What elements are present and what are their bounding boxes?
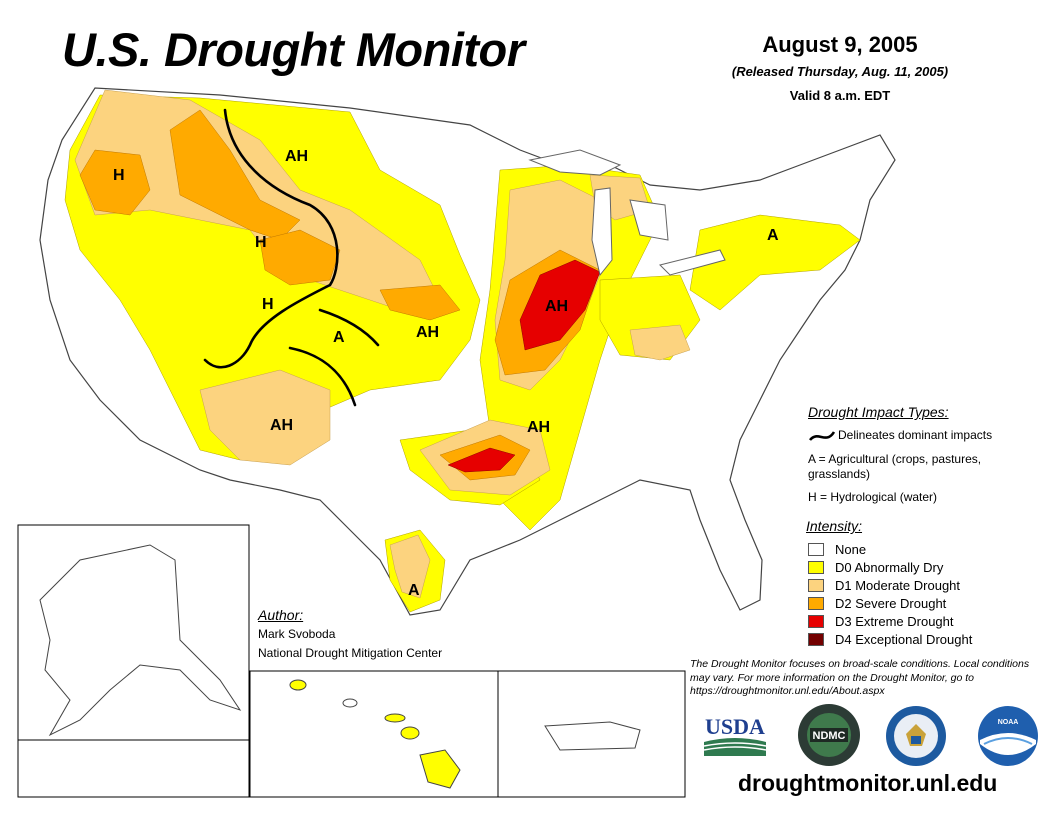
map-title: U.S. Drought Monitor — [62, 23, 525, 76]
intensity-swatch — [808, 560, 824, 574]
ndmc-logo-text: NDMC — [813, 730, 846, 742]
agricultural-label: A = Agricultural (crops, pastures, grass… — [808, 452, 982, 481]
d1-ohio — [629, 324, 691, 361]
lake-michigan — [591, 187, 613, 277]
d1-texas — [389, 534, 431, 599]
intensity-swatch — [808, 596, 824, 610]
author-org: National Drought Mitigation Center — [258, 646, 443, 660]
usda-logo: USDA — [702, 712, 768, 763]
hawaii-island-molokai — [384, 713, 406, 723]
intensity-heading: Intensity: — [806, 518, 863, 534]
hawaii-island-big — [419, 749, 461, 789]
lake-superior — [528, 149, 622, 176]
d2-idaho-montana — [169, 109, 301, 241]
d3-oklahoma-arkansas — [447, 447, 516, 473]
delineates-label: Delineates dominant impacts — [838, 428, 993, 442]
d1-southwest — [199, 369, 331, 466]
d3-illinois — [519, 259, 601, 351]
puerto-rico-shape — [544, 721, 641, 751]
impact-label-arkansas: AH — [527, 419, 550, 436]
puerto-rico-inset — [497, 670, 686, 798]
hawaii-island-kauai — [289, 679, 307, 691]
map-date: August 9, 2005 — [762, 32, 918, 57]
impact-label-texas: A — [408, 582, 420, 599]
legend-line-sample — [808, 431, 836, 441]
impact-label-northeast: A — [767, 227, 779, 244]
d0-northeast — [689, 214, 861, 311]
intensity-swatch — [808, 578, 824, 592]
site-url[interactable]: droughtmonitor.unl.edu — [738, 770, 998, 796]
intensity-swatch — [808, 542, 824, 556]
hawaii-island-maui — [400, 726, 420, 740]
intensity-row: None — [808, 541, 866, 557]
alaska-shape — [39, 544, 242, 737]
intensity-label: D0 Abnormally Dry — [835, 559, 944, 575]
intensity-swatch — [808, 632, 824, 646]
impact-label-colorado: A — [333, 329, 345, 346]
impact-types-heading: Drought Impact Types: — [808, 404, 949, 420]
intensity-label: D2 Severe Drought — [835, 595, 947, 611]
ndmc-logo: NDMC — [796, 702, 862, 773]
intensity-row: D4 Exceptional Drought — [808, 631, 972, 647]
impact-label-arizona: AH — [270, 417, 293, 434]
d2-wyoming — [259, 229, 341, 286]
lake-huron — [629, 199, 669, 241]
lake-erie — [659, 249, 726, 276]
impact-line-west — [203, 108, 339, 369]
intensity-row: D1 Moderate Drought — [808, 577, 960, 593]
intensity-label: None — [835, 541, 867, 557]
d2-oregon — [79, 149, 151, 216]
hawaii-inset — [249, 670, 499, 798]
valid-time: Valid 8 a.m. EDT — [789, 88, 891, 103]
intensity-label: D1 Moderate Drought — [835, 577, 961, 593]
impact-line-new-mexico — [288, 346, 357, 407]
impact-label-oregon: H — [113, 167, 125, 184]
intensity-row: D3 Extreme Drought — [808, 613, 954, 629]
hawaii-island-oahu — [342, 698, 358, 708]
noaa-logo: NOAA — [976, 704, 1040, 773]
author-name: Mark Svoboda — [258, 627, 336, 641]
intensity-row: D2 Severe Drought — [808, 595, 946, 611]
impact-label-kansas: AH — [416, 324, 439, 341]
release-date: (Released Thursday, Aug. 11, 2005) — [731, 64, 949, 79]
disclaimer-note: The Drought Monitor focuses on broad-sca… — [690, 658, 1030, 697]
noaa-logo-text: NOAA — [998, 719, 1019, 726]
impact-line-colorado — [318, 308, 380, 347]
d2-kansas-nebraska — [379, 284, 461, 321]
usda-logo-text: USDA — [705, 714, 765, 739]
intensity-swatch — [808, 614, 824, 628]
impact-label-utah: H — [262, 296, 274, 313]
impact-label-illinois: AH — [545, 298, 568, 315]
hydrological-label: H = Hydrological (water) — [808, 490, 938, 504]
author-heading: Author: — [258, 607, 304, 623]
impact-label-montana: AH — [285, 148, 308, 165]
intensity-label: D3 Extreme Drought — [835, 613, 954, 629]
commerce-seal-logo — [884, 704, 948, 773]
impact-label-wyoming: H — [255, 234, 267, 251]
alaska-inset — [17, 524, 250, 798]
intensity-row: D0 Abnormally Dry — [808, 559, 943, 575]
intensity-label: D4 Exceptional Drought — [835, 631, 973, 647]
